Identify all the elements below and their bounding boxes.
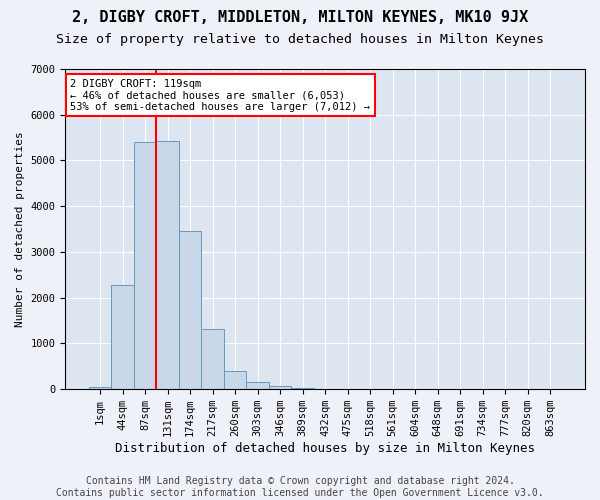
Bar: [89, 387, 112, 389]
Y-axis label: Number of detached properties: Number of detached properties: [15, 131, 25, 327]
Bar: [292, 388, 314, 389]
Text: Contains HM Land Registry data © Crown copyright and database right 2024.
Contai: Contains HM Land Registry data © Crown c…: [56, 476, 544, 498]
Bar: [112, 285, 134, 389]
Text: Size of property relative to detached houses in Milton Keynes: Size of property relative to detached ho…: [56, 32, 544, 46]
Text: 2 DIGBY CROFT: 119sqm
← 46% of detached houses are smaller (6,053)
53% of semi-d: 2 DIGBY CROFT: 119sqm ← 46% of detached …: [70, 78, 370, 112]
Bar: [247, 382, 269, 389]
Bar: [202, 329, 224, 389]
Bar: [224, 372, 247, 389]
Bar: [269, 386, 292, 389]
X-axis label: Distribution of detached houses by size in Milton Keynes: Distribution of detached houses by size …: [115, 442, 535, 455]
Bar: [134, 142, 157, 389]
Text: 2, DIGBY CROFT, MIDDLETON, MILTON KEYNES, MK10 9JX: 2, DIGBY CROFT, MIDDLETON, MILTON KEYNES…: [72, 10, 528, 25]
Bar: [179, 232, 202, 389]
Bar: [157, 142, 179, 389]
